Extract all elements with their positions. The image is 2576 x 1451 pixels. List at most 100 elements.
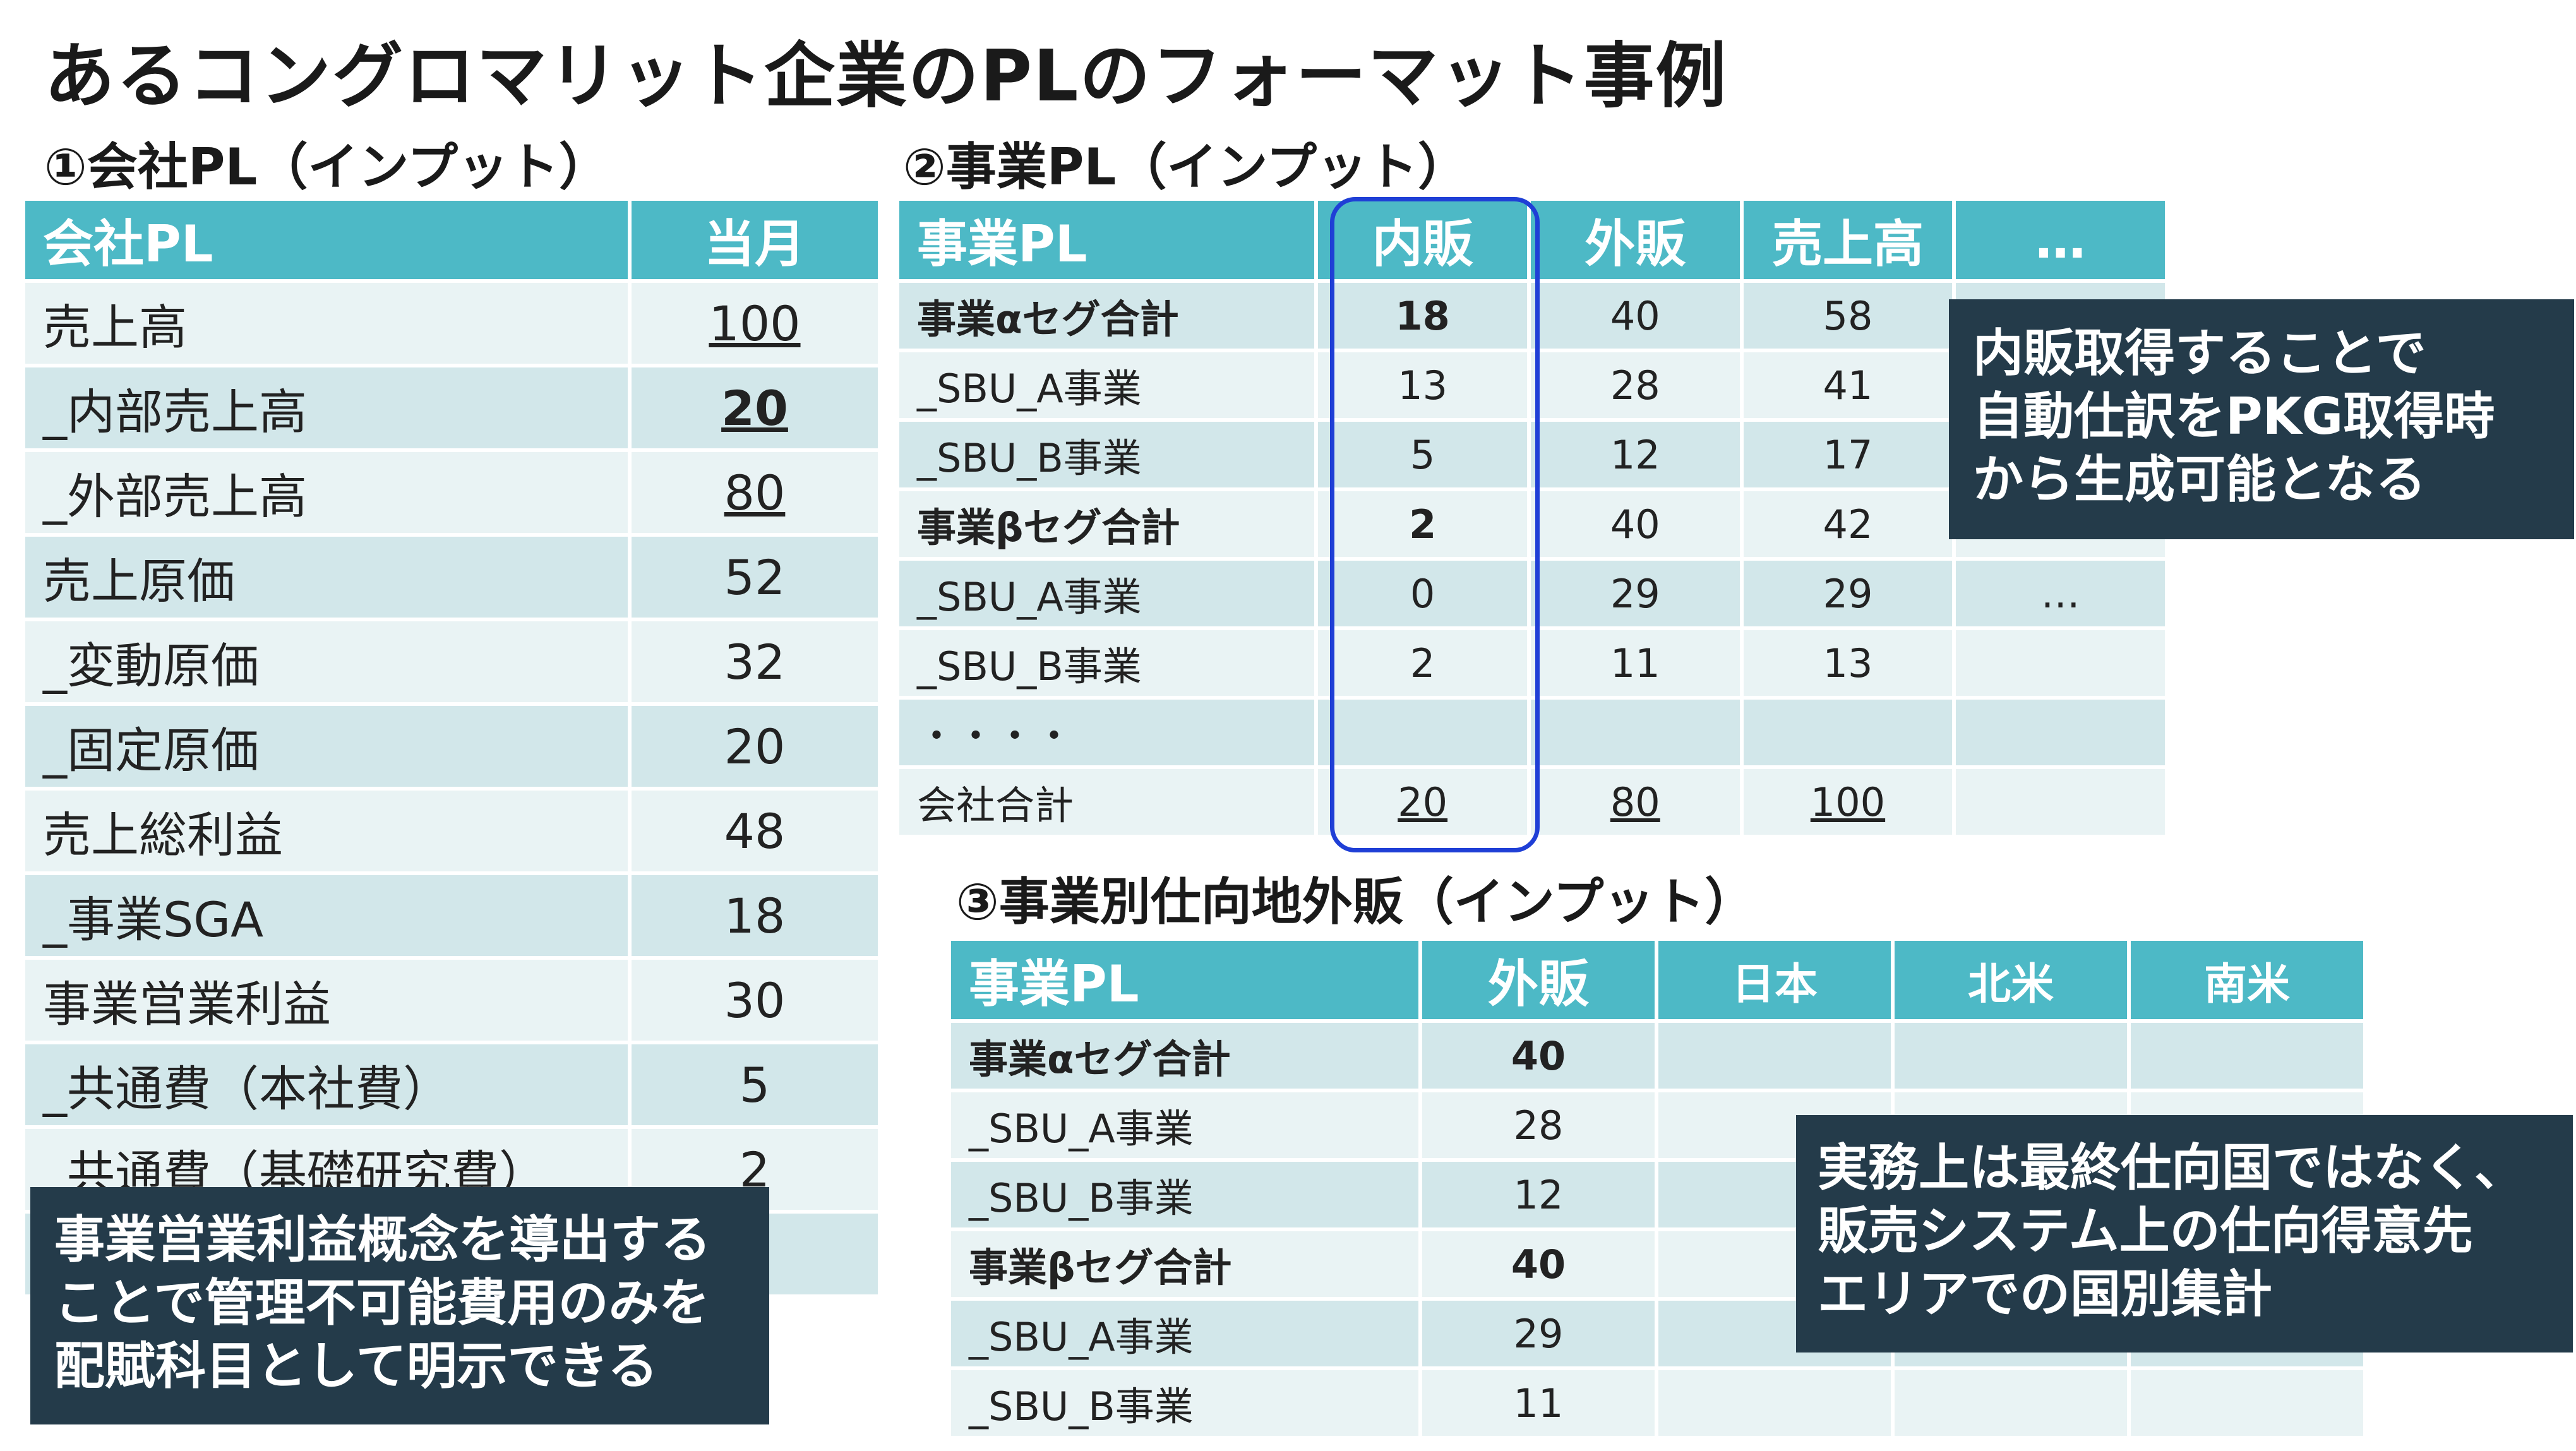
external-sales-cell [1530, 700, 1740, 765]
callout-line: から生成可能となる [1973, 450, 2426, 509]
table-row: _SBU_B事業 5 12 17 [899, 422, 2165, 487]
row-label: _変動原価 [25, 621, 628, 702]
internal-sales-cell: 5 [1318, 422, 1527, 487]
row-label: 事業αセグ合計 [951, 1023, 1418, 1089]
col-header-external-sales: 外販 [1422, 941, 1655, 1019]
table-row: _SBU_A事業 0 29 29 … [899, 561, 2165, 626]
row-label: _SBU_A事業 [899, 352, 1315, 418]
external-sales-cell: 11 [1422, 1370, 1655, 1436]
table-row: _外部売上高 80 [25, 452, 878, 533]
col-header-external-sales: 外販 [1530, 201, 1740, 279]
japan-cell [1658, 1023, 1891, 1089]
callout-line: 実務上は最終仕向国ではなく、 [1818, 1138, 2525, 1197]
table-header-row: 会社PL 当月 [25, 201, 878, 279]
row-label: _事業SGA [25, 875, 628, 956]
col-header-revenue: 売上高 [1743, 201, 1953, 279]
row-label: _共通費（本社費） [25, 1044, 628, 1125]
row-label: 会社合計 [899, 769, 1315, 835]
internal-sales-callout: 内販取得することで 自動仕訳をPKG取得時 から生成可能となる [1949, 299, 2574, 539]
internal-sales-cell: 2 [1318, 491, 1527, 557]
external-sales-cell: 40 [1530, 283, 1740, 349]
extra-cell [1956, 630, 2165, 696]
revenue-cell [1743, 700, 1953, 765]
table-row: 事業営業利益 30 [25, 960, 878, 1041]
col-header-company-pl: 会社PL [25, 201, 628, 279]
col-header-ellipsis: … [1956, 201, 2165, 279]
external-sales-cell: 29 [1530, 561, 1740, 626]
callout-line: 内販取得することで [1973, 324, 2426, 383]
section3-heading: ③事業別仕向地外販（インプット） [956, 873, 1756, 931]
revenue-cell: 29 [1743, 561, 1953, 626]
external-sales-cell: 11 [1530, 630, 1740, 696]
section2-heading: ②事業PL（インプット） [903, 138, 1468, 196]
row-label: _SBU_B事業 [951, 1370, 1418, 1436]
table-row: 事業βセグ合計 2 40 42 [899, 491, 2165, 557]
callout-line: エリアでの国別集計 [1818, 1265, 2272, 1323]
row-value: 5 [632, 1044, 878, 1125]
col-header-japan: 日本 [1658, 941, 1891, 1019]
external-sales-cell: 28 [1422, 1092, 1655, 1158]
table-row: _SBU_B事業 2 11 13 [899, 630, 2165, 696]
row-label: _外部売上高 [25, 452, 628, 533]
row-value: 32 [632, 621, 878, 702]
callout-line: 販売システム上の仕向得意先 [1818, 1202, 2473, 1260]
table-row: 売上原価 52 [25, 537, 878, 618]
callout-line: 自動仕訳をPKG取得時 [1973, 387, 2495, 446]
operating-profit-callout: 事業営業利益概念を導出する ことで管理不可能費用のみを 配賦科目として明示できる [30, 1187, 769, 1424]
external-sales-cell: 12 [1530, 422, 1740, 487]
row-label: _SBU_A事業 [899, 561, 1315, 626]
external-sales-cell: 40 [1422, 1023, 1655, 1089]
row-label: _SBU_A事業 [951, 1092, 1418, 1158]
table-row: ・・・・ [899, 700, 2165, 765]
table-header-row: 事業PL 外販 日本 北米 南米 [951, 941, 2363, 1019]
external-sales-cell: 40 [1422, 1231, 1655, 1297]
external-sales-cell: 28 [1530, 352, 1740, 418]
row-label: _固定原価 [25, 706, 628, 787]
south-america-cell [2131, 1370, 2363, 1436]
row-label: _SBU_B事業 [899, 630, 1315, 696]
row-label: _SBU_B事業 [899, 422, 1315, 487]
revenue-cell: 41 [1743, 352, 1953, 418]
row-value: 100 [632, 283, 878, 364]
internal-sales-cell [1318, 700, 1527, 765]
row-label: ・・・・ [899, 700, 1315, 765]
row-value: 20 [632, 367, 878, 448]
table-row: 会社合計 20 80 100 [899, 769, 2165, 835]
table-row: 事業αセグ合計 40 [951, 1023, 2363, 1089]
row-value: 20 [632, 706, 878, 787]
extra-cell: … [1956, 561, 2165, 626]
revenue-cell: 42 [1743, 491, 1953, 557]
revenue-cell: 17 [1743, 422, 1953, 487]
table-row: _事業SGA 18 [25, 875, 878, 956]
internal-sales-highlight-frame [1330, 197, 1540, 852]
col-header-business-pl: 事業PL [951, 941, 1418, 1019]
callout-line: 配賦科目として明示できる [54, 1337, 658, 1395]
external-sales-cell: 29 [1422, 1301, 1655, 1366]
col-header-business-pl: 事業PL [899, 201, 1315, 279]
japan-cell [1658, 1370, 1891, 1436]
revenue-cell: 100 [1743, 769, 1953, 835]
extra-cell [1956, 769, 2165, 835]
table-row: 売上高 100 [25, 283, 878, 364]
row-value: 30 [632, 960, 878, 1041]
revenue-cell: 13 [1743, 630, 1953, 696]
internal-sales-cell: 13 [1318, 352, 1527, 418]
south-america-cell [2131, 1023, 2363, 1089]
destination-callout: 実務上は最終仕向国ではなく、 販売システム上の仕向得意先 エリアでの国別集計 [1796, 1115, 2573, 1352]
callout-line: 事業営業利益概念を導出する [54, 1210, 711, 1269]
col-header-south-america: 南米 [2131, 941, 2363, 1019]
col-header-north-america: 北米 [1895, 941, 2127, 1019]
table-row: _共通費（本社費） 5 [25, 1044, 878, 1125]
row-label: 事業αセグ合計 [899, 283, 1315, 349]
company-pl-table: 会社PL 当月 売上高 100 _内部売上高 20 _外部売上高 80 売上原価 52 … [21, 197, 882, 1298]
callout-line: ことで管理不可能費用のみを [54, 1274, 710, 1332]
row-label: _内部売上高 [25, 367, 628, 448]
row-value: 18 [632, 875, 878, 956]
row-value: 52 [632, 537, 878, 618]
slide-title: あるコングロマリット企業のPLのフォーマット事例 [44, 35, 1728, 117]
table-row: 売上総利益 48 [25, 791, 878, 871]
row-value: 80 [632, 452, 878, 533]
row-label: 事業βセグ合計 [899, 491, 1315, 557]
table-row: _変動原価 32 [25, 621, 878, 702]
external-sales-cell: 40 [1530, 491, 1740, 557]
